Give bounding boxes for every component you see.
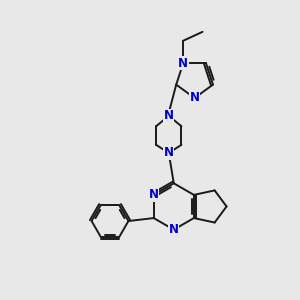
Text: N: N [149, 188, 159, 201]
Text: N: N [164, 109, 174, 122]
Text: N: N [164, 146, 174, 160]
Text: N: N [190, 92, 200, 104]
Text: N: N [178, 56, 188, 70]
Text: N: N [169, 223, 179, 236]
